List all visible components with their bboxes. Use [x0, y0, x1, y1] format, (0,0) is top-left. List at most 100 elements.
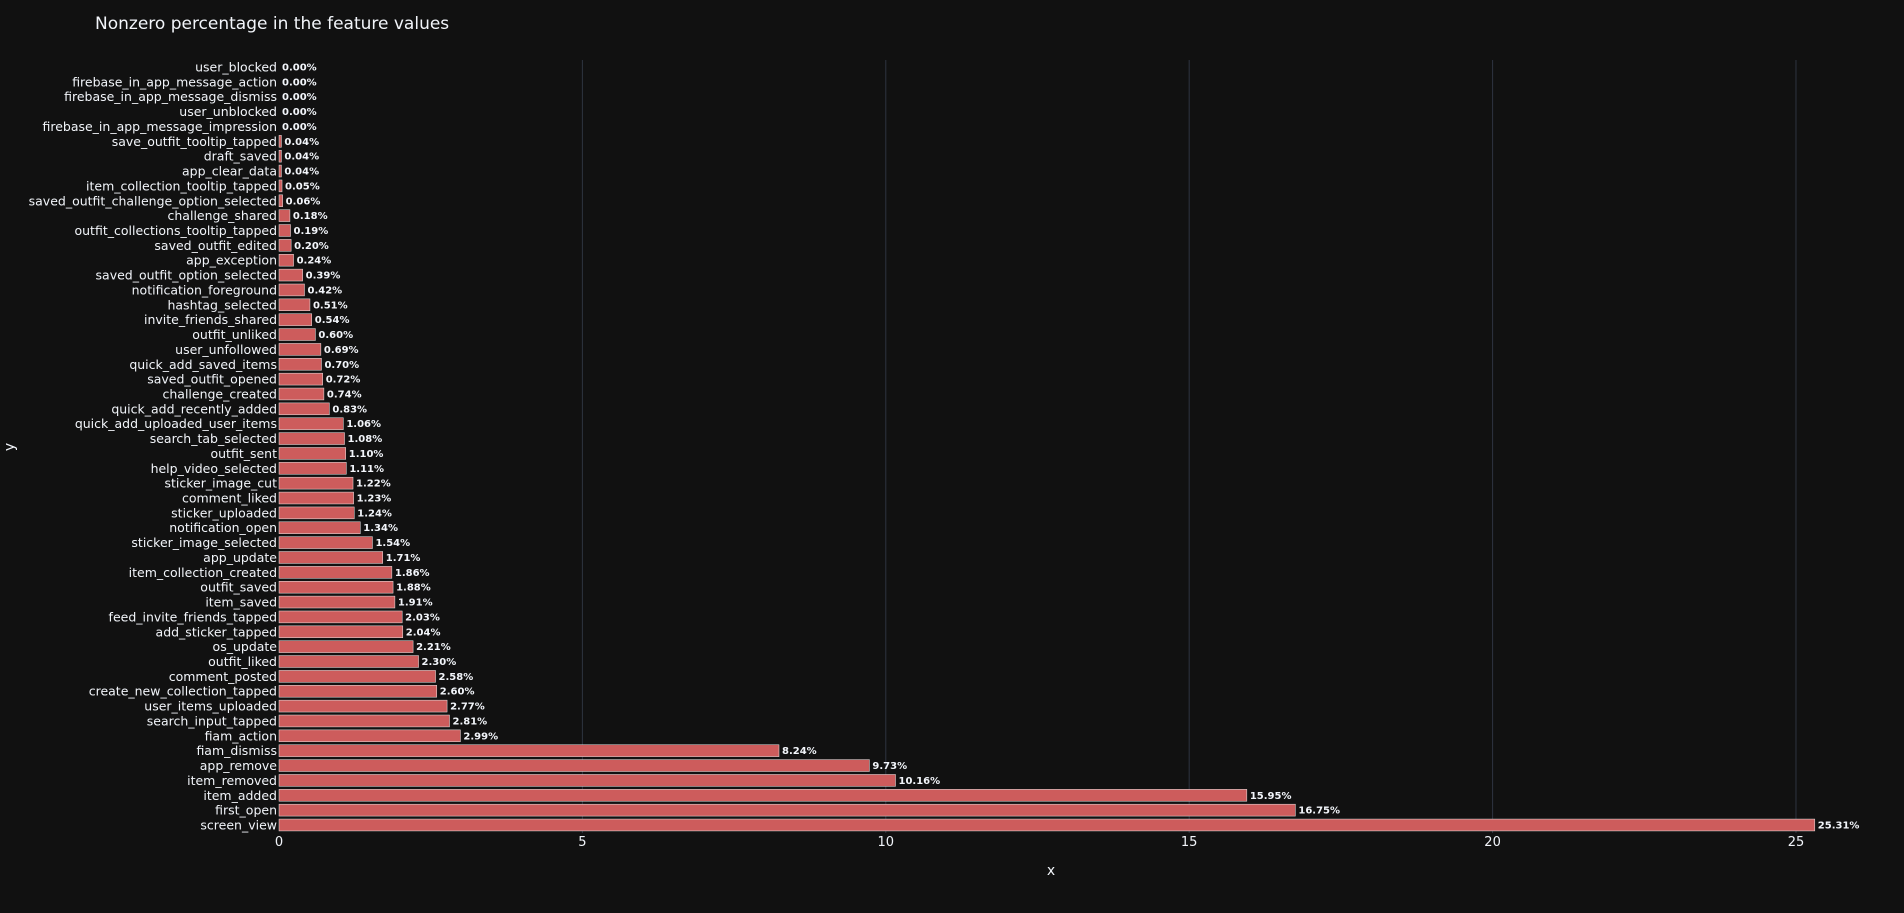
bars: [278, 135, 1816, 832]
y-tick-label: item_saved: [205, 595, 277, 610]
y-tick-label: firebase_in_app_message_dismiss: [64, 89, 277, 104]
y-tick-label: create_new_collection_tapped: [89, 684, 277, 699]
bar: [278, 447, 346, 460]
bar: [278, 402, 330, 416]
y-tick-label: user_unblocked: [179, 104, 277, 119]
data-label: 0.06%: [286, 196, 321, 207]
y-tick-label: item_added: [203, 788, 277, 803]
y-tick-label: user_blocked: [195, 60, 277, 75]
x-tick-label: 15: [1181, 835, 1198, 850]
bar: [278, 566, 393, 579]
data-label: 0.24%: [297, 256, 332, 267]
bar: [278, 759, 870, 772]
bar: [278, 551, 384, 564]
bar: [278, 655, 419, 668]
y-tick-label: sticker_image_selected: [131, 535, 277, 550]
bar: [278, 254, 294, 267]
data-label: 1.24%: [357, 508, 392, 519]
bar: [278, 209, 291, 222]
y-tick-label: app_update: [203, 550, 277, 565]
bar: [278, 313, 313, 326]
data-label: 0.04%: [284, 137, 319, 148]
y-tick-label: first_open: [215, 803, 277, 818]
y-tick-label: saved_outfit_edited: [154, 238, 277, 253]
data-label: 0.83%: [332, 404, 367, 415]
y-tick-label: notification_foreground: [132, 282, 277, 297]
data-label: 2.03%: [405, 612, 440, 623]
bar: [278, 432, 345, 445]
data-label: 0.69%: [324, 345, 359, 356]
y-tick-label: app_remove: [200, 758, 278, 773]
data-labels: 0.00% 0.00% 0.00% 0.00% 0.00% 0.04% 0.04% 0.04%…: [282, 63, 1859, 832]
y-tick-label: app_exception: [186, 253, 277, 268]
y-tick-labels: user_blockedfirebase_in_app_message_acti…: [29, 60, 278, 833]
y-tick-label: os_update: [213, 639, 278, 654]
bar: [278, 283, 305, 297]
x-tick-labels: 0 5 10 15 20 25: [275, 835, 1804, 850]
bar: [278, 536, 373, 549]
bar: [278, 164, 282, 178]
data-label: 0.00%: [282, 63, 317, 74]
y-tick-label: saved_outfit_opened: [147, 372, 277, 387]
bar: [278, 179, 283, 193]
data-label: 2.77%: [450, 702, 485, 713]
data-label: 0.05%: [285, 181, 320, 192]
y-tick-label: quick_add_saved_items: [129, 357, 277, 372]
bar: [278, 818, 1816, 832]
bar: [278, 417, 344, 430]
x-tick-label: 25: [1788, 835, 1805, 850]
bar: [278, 774, 896, 787]
data-label: 1.34%: [363, 523, 398, 534]
data-label: 1.10%: [349, 449, 384, 460]
data-label: 0.00%: [282, 107, 317, 118]
chart-title: Nonzero percentage in the feature values: [95, 14, 449, 34]
y-tick-label: item_collection_tooltip_tapped: [86, 178, 277, 193]
y-tick-label: sticker_uploaded: [171, 505, 277, 520]
y-tick-label: draft_saved: [204, 149, 277, 164]
data-label: 10.16%: [899, 776, 941, 787]
y-tick-label: save_outfit_tooltip_tapped: [112, 134, 277, 149]
data-label: 2.60%: [440, 687, 475, 698]
bar: [278, 328, 316, 341]
data-label: 9.73%: [872, 761, 907, 772]
bar: [278, 610, 403, 624]
bar: [278, 298, 311, 311]
data-label: 8.24%: [782, 746, 817, 757]
x-tick-label: 10: [878, 835, 895, 850]
bar: [278, 625, 404, 638]
bar: [278, 224, 291, 237]
bar: [278, 372, 323, 386]
bar: [278, 729, 461, 743]
data-label: 0.04%: [284, 152, 319, 163]
y-tick-label: firebase_in_app_message_impression: [42, 119, 277, 134]
data-label: 0.04%: [284, 167, 319, 178]
data-label: 2.58%: [439, 672, 474, 683]
bar: [278, 699, 448, 713]
data-label: 1.88%: [396, 583, 431, 594]
y-tick-label: outfit_liked: [208, 654, 277, 669]
y-tick-label: saved_outfit_challenge_option_selected: [29, 193, 277, 208]
y-tick-label: fiam_dismiss: [196, 743, 277, 758]
data-label: 15.95%: [1250, 791, 1292, 802]
data-label: 1.23%: [357, 494, 392, 505]
x-tick-label: 20: [1484, 835, 1501, 850]
data-label: 1.54%: [375, 538, 410, 549]
bar: [278, 506, 355, 520]
y-tick-label: item_removed: [187, 773, 277, 788]
bar: [278, 521, 361, 534]
data-label: 2.21%: [416, 642, 451, 653]
x-tick-label: 5: [578, 835, 586, 850]
data-label: 1.08%: [348, 434, 383, 445]
bar: [278, 744, 780, 757]
data-label: 1.71%: [386, 553, 421, 564]
y-tick-label: user_unfollowed: [175, 342, 277, 357]
x-tick-label: 0: [275, 835, 283, 850]
y-tick-label: quick_add_uploaded_user_items: [75, 416, 277, 431]
y-tick-label: firebase_in_app_message_action: [72, 74, 277, 89]
data-label: 25.31%: [1818, 821, 1860, 832]
y-tick-label: saved_outfit_option_selected: [96, 268, 277, 283]
data-label: 0.00%: [282, 122, 317, 133]
y-tick-label: app_clear_data: [182, 164, 277, 179]
data-label: 2.99%: [463, 731, 498, 742]
